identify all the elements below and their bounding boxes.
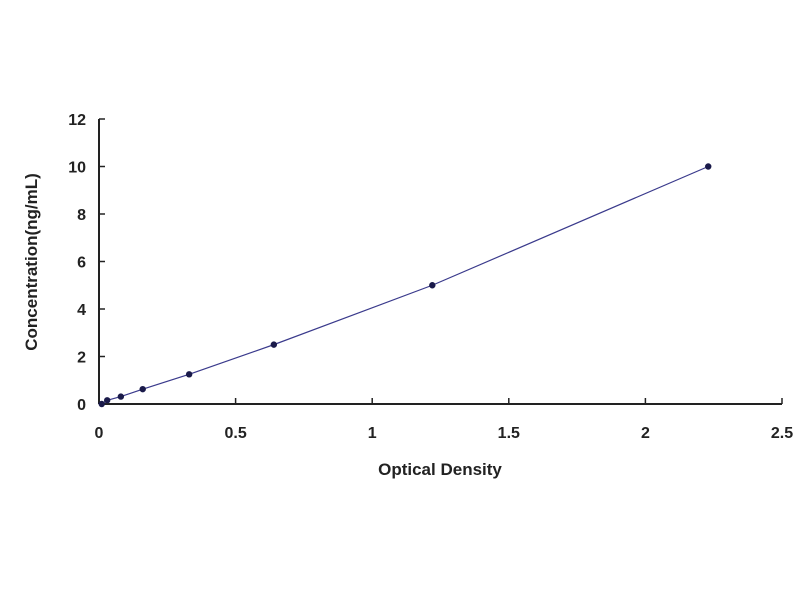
data-point (98, 400, 105, 408)
data-point (117, 393, 125, 400)
axes (98, 119, 782, 405)
x-tick-label: 2 (641, 425, 650, 442)
y-tick-label: 6 (77, 255, 86, 272)
x-tick-label: 1 (368, 425, 377, 442)
x-tick-label: 0 (95, 425, 104, 442)
fit-curve (101, 165, 709, 405)
data-point (103, 397, 111, 404)
data-point (270, 341, 278, 348)
y-tick-label: 2 (77, 350, 86, 367)
y-tick-label: 4 (77, 302, 86, 319)
y-tick-label: 8 (77, 207, 86, 224)
data-point (185, 371, 193, 378)
data-point (139, 385, 146, 393)
x-tick-label: 1.5 (498, 425, 520, 442)
y-tick-label: 0 (77, 397, 86, 414)
x-tick-label: 0.5 (224, 425, 246, 442)
data-point (705, 163, 712, 170)
ticks: 0 0.5 1 1.5 2 2.5 0 2 4 6 8 10 12 (68, 112, 793, 442)
x-tick-label: 2.5 (771, 425, 793, 442)
x-axis-label: Optical Density (378, 460, 502, 479)
y-axis-label: Concentration(ng/mL) (22, 173, 41, 351)
y-tick-label: 10 (68, 160, 86, 177)
data-point (429, 282, 436, 289)
y-tick-label: 12 (68, 112, 86, 129)
data-points (98, 163, 712, 408)
